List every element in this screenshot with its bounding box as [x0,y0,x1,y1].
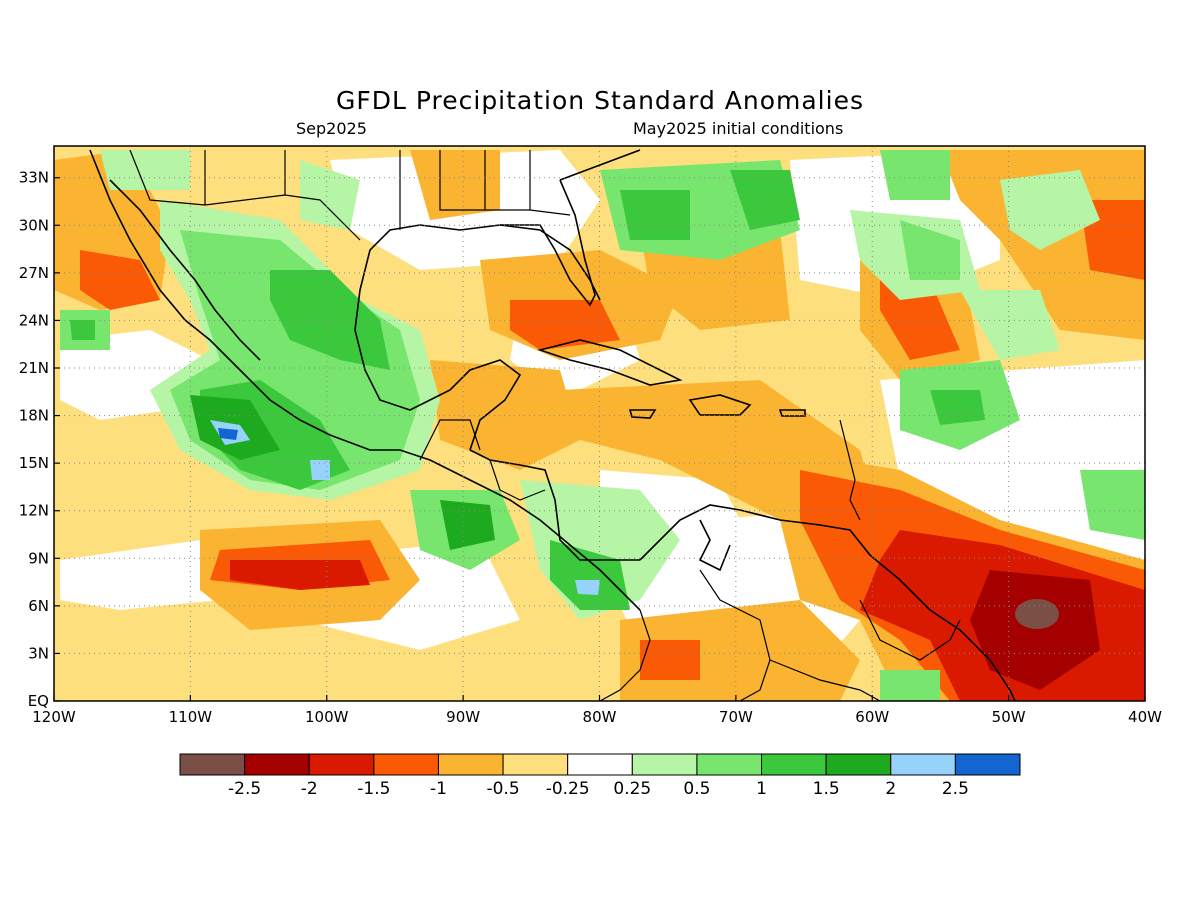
map-axes: 120W 110W 100W 90W 80W 70W 60W 50W 40W EQ 3N 6N 9N 12… [19,169,1162,726]
colorbar-swatch [761,753,827,776]
initial-conditions: May2025 initial conditions [633,119,844,138]
colorbar-label: 2 [885,779,896,799]
colorbar-label: -0.25 [546,779,590,799]
lat-label: 3N [28,644,49,662]
coastlines [89,149,1016,701]
colorbar-swatch [437,753,504,776]
chart-title: GFDL Precipitation Standard Anomalies [336,86,864,115]
lat-label: 21N [19,359,49,377]
lat-label: EQ [28,692,49,710]
lon-label: 80W [583,708,617,726]
graticule [54,146,1145,701]
colorbar-label: 2.5 [942,779,969,799]
colorbar-swatch [179,753,246,776]
colorbar-swatch [890,753,956,776]
colorbar-label: -1.5 [357,779,390,799]
lon-label: 110W [169,708,213,726]
lon-label: 90W [446,708,480,726]
colorbar-swatch [825,753,892,776]
colorbar-label: -1 [430,779,447,799]
colorbar-swatch [631,753,698,776]
lon-label: 100W [305,708,349,726]
anomaly-fill [54,146,1145,701]
colorbar-swatch [244,753,310,776]
colorbar-swatch [373,753,439,776]
lon-label: 70W [719,708,753,726]
colorbar-label: 1.5 [813,779,840,799]
colorbar-label: -2 [301,779,318,799]
colorbar-swatch [567,753,633,776]
lat-label: 27N [19,264,49,282]
lat-label: 33N [19,169,49,187]
colorbar-label: -2.5 [228,779,261,799]
colorbar: -2.5 -2 -1.5 -1 -0.5 -0.25 0.25 0.5 1 1.5 2 2.5 [179,753,1021,799]
lat-label: 9N [28,549,49,567]
lat-label: 12N [19,502,49,520]
colorbar-swatch [954,753,1021,776]
forecast-month: Sep2025 [296,119,367,138]
lon-label: 50W [992,708,1026,726]
lat-label: 18N [19,407,49,425]
lon-label: 40W [1128,708,1162,726]
lat-label: 15N [19,454,49,472]
colorbar-swatch [696,753,763,776]
colorbar-label: -0.5 [486,779,519,799]
colorbar-label: 1 [756,779,767,799]
colorbar-label: 0.25 [613,779,651,799]
lat-label: 30N [19,216,49,234]
lon-label: 120W [32,708,76,726]
lat-label: 24N [19,311,49,329]
lat-label: 6N [28,597,49,615]
colorbar-label: 0.5 [683,779,710,799]
lon-label: 60W [855,708,889,726]
colorbar-swatch [502,753,569,776]
colorbar-swatch [308,753,375,776]
